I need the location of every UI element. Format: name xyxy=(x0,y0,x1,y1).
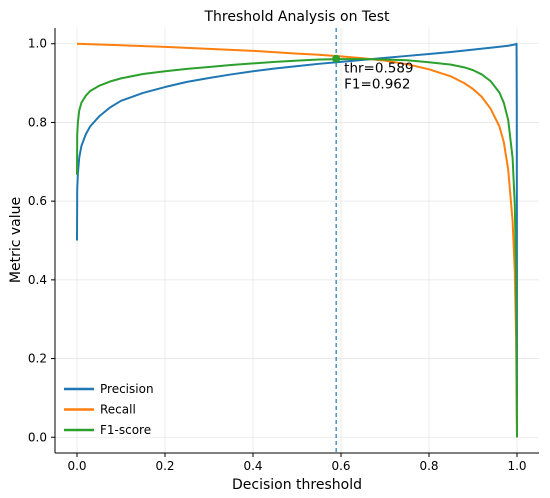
y-tick-label: 0.0 xyxy=(28,430,47,444)
annotation-text: F1=0.962 xyxy=(344,77,410,93)
axes xyxy=(54,28,539,454)
x-tick-label: 0.6 xyxy=(331,459,350,473)
legend-label-f1-score: F1-score xyxy=(100,423,151,437)
y-tick-label: 0.2 xyxy=(28,352,47,366)
legend-label-recall: Recall xyxy=(100,403,136,417)
legend-label-precision: Precision xyxy=(100,382,154,396)
annotation-text: thr=0.589 xyxy=(344,61,413,77)
y-axis-label: Metric value xyxy=(8,197,24,283)
y-tick-label: 0.8 xyxy=(28,115,47,129)
x-tick-label: 0.0 xyxy=(67,459,86,473)
series-line-precision xyxy=(76,42,518,438)
x-tick-label: 1.0 xyxy=(507,459,526,473)
x-tick-label: 0.4 xyxy=(243,459,262,473)
plot-area xyxy=(76,42,518,438)
ticks: 0.0 0.2 0.4 0.6 0.8 1.0 0.0 0.2 0.4 0.6 0.8 1.0 xyxy=(28,37,527,473)
x-tick-label: 0.2 xyxy=(155,459,174,473)
x-tick-label: 0.8 xyxy=(419,459,438,473)
series-line-recall xyxy=(76,42,518,438)
chart-title: Threshold Analysis on Test xyxy=(203,9,390,25)
x-axis-label: Decision threshold xyxy=(232,477,362,493)
y-tick-label: 0.6 xyxy=(28,194,47,208)
legend: Precision Recall F1-score xyxy=(64,382,154,437)
y-tick-label: 1.0 xyxy=(28,37,47,51)
best-f1-marker xyxy=(332,54,341,63)
y-tick-label: 0.4 xyxy=(28,273,47,287)
series-line-f1-score xyxy=(76,58,518,438)
